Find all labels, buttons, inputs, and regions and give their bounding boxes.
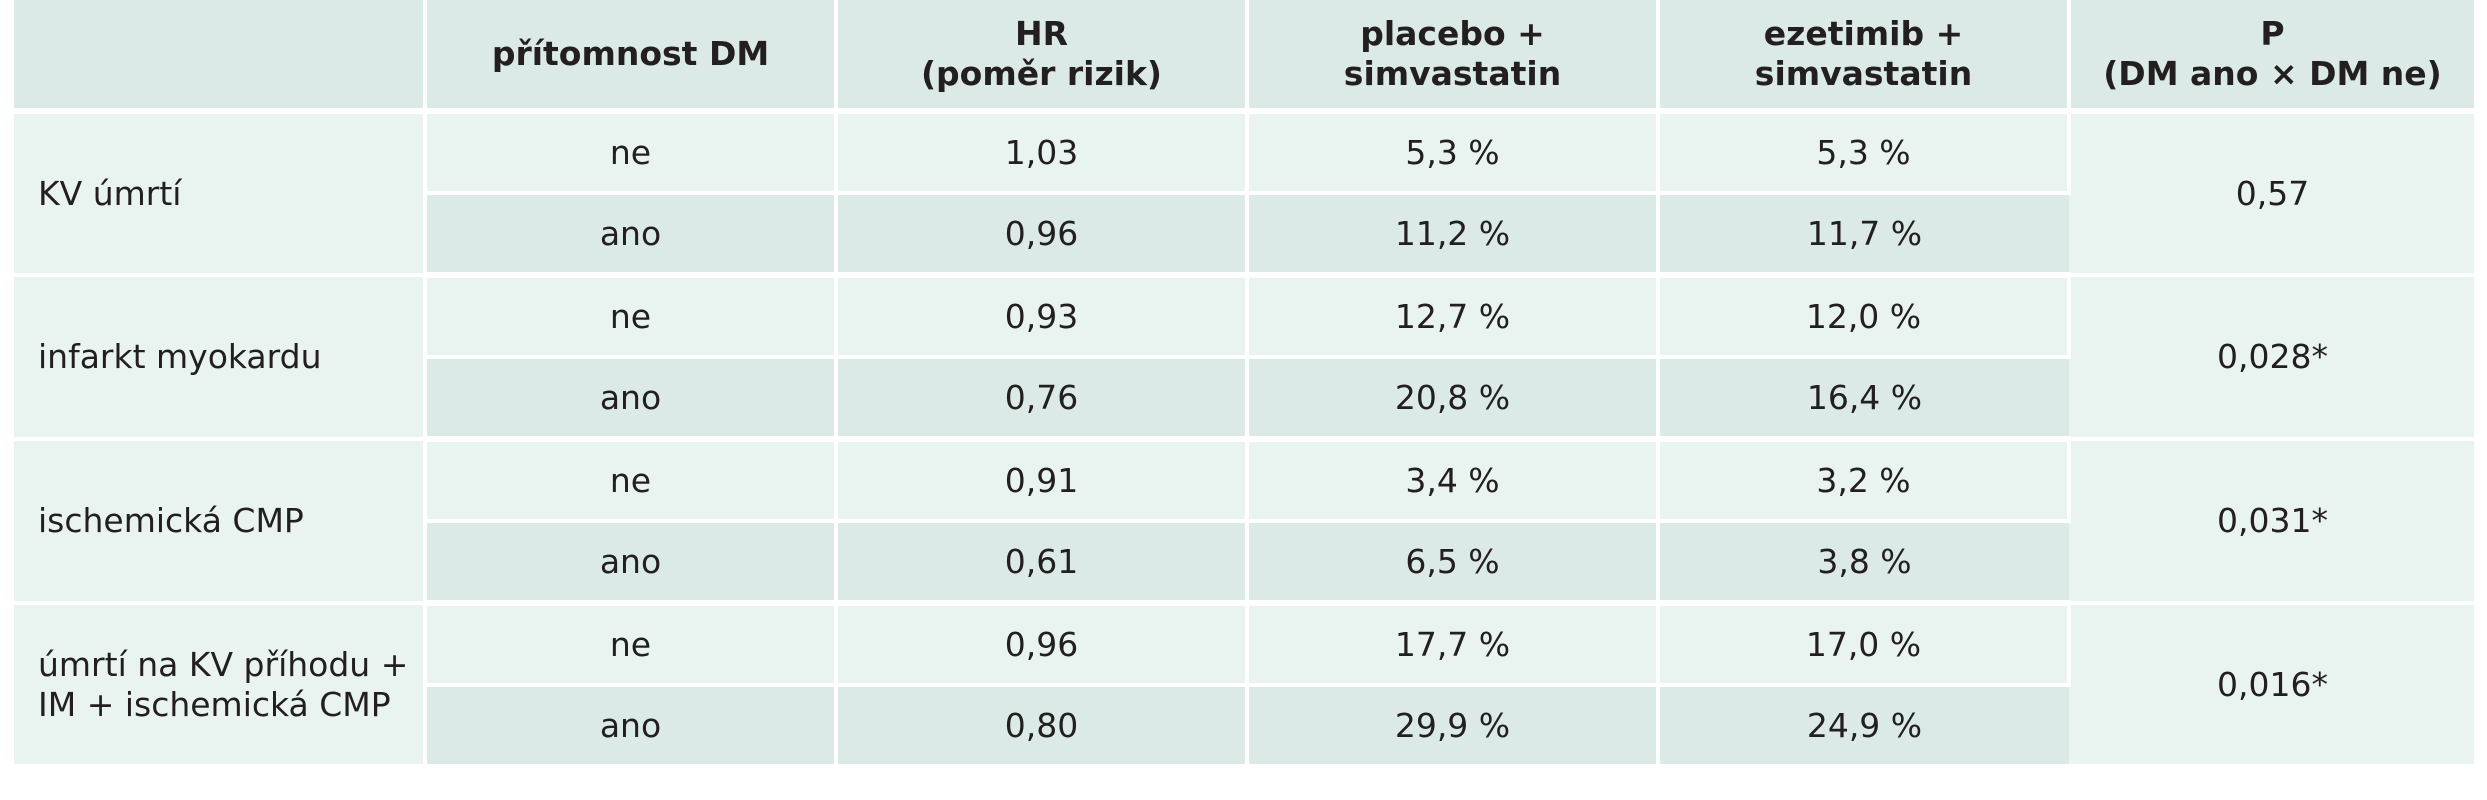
header-hr-line2: (poměr rizik) <box>920 54 1163 93</box>
hr-cell: 0,80 <box>836 685 1249 768</box>
hr-cell: 0,91 <box>836 439 1249 523</box>
header-placebo: placebo + simvastatin <box>1247 0 1660 114</box>
dm-cell: ano <box>425 193 838 278</box>
header-placebo-line2: simvastatin <box>1343 54 1562 93</box>
hr-cell: 1,03 <box>836 111 1249 195</box>
dm-cell: ano <box>425 357 838 442</box>
table-row: úmrtí na KV příhodu + IM + ischemická CM… <box>14 603 2474 768</box>
placebo-cell: 12,7 % <box>1247 275 1660 359</box>
ezetimib-cell: 3,8 % <box>1658 521 2069 606</box>
dm-cell: ano <box>425 685 838 768</box>
hr-cell: 0,61 <box>836 521 1249 606</box>
placebo-cell: 5,3 % <box>1247 111 1660 195</box>
header-ezetimib-line2: simvastatin <box>1754 54 1973 93</box>
placebo-cell: 20,8 % <box>1247 357 1660 442</box>
hr-cell: 0,96 <box>836 193 1249 278</box>
header-ezetimib: ezetimib + simvastatin <box>1658 0 2071 114</box>
placebo-cell: 11,2 % <box>1247 193 1660 278</box>
p-value-cell: 0,016* <box>2069 603 2474 768</box>
header-p-value: P (DM ano × DM ne) <box>2069 0 2474 114</box>
dm-cell: ne <box>425 275 838 359</box>
outcome-label: infarkt myokardu <box>14 275 427 441</box>
ezetimib-cell: 17,0 % <box>1658 603 2071 687</box>
table-row: ano 0,96 11,2 % 11,7 % <box>14 193 2474 278</box>
ezetimib-cell: 11,7 % <box>1658 193 2069 278</box>
ezetimib-cell: 16,4 % <box>1658 357 2069 442</box>
outcome-label: úmrtí na KV příhodu + IM + ischemická CM… <box>14 603 427 768</box>
header-row: přítomnost DM HR (poměr rizik) placebo +… <box>14 0 2474 114</box>
placebo-cell: 17,7 % <box>1247 603 1660 687</box>
dm-cell: ne <box>425 603 838 687</box>
header-dm-presence-line1: přítomnost DM <box>491 34 770 73</box>
table-row: ischemická CMP ne 0,91 3,4 % 3,2 % 0,031… <box>14 439 2474 605</box>
results-table-container: přítomnost DM HR (poměr rizik) placebo +… <box>14 0 2474 796</box>
header-ezetimib-line1: ezetimib + <box>1763 14 1964 53</box>
ezetimib-cell: 12,0 % <box>1658 275 2071 359</box>
dm-cell: ano <box>425 521 838 606</box>
p-value-cell: 0,57 <box>2069 111 2474 277</box>
results-table: přítomnost DM HR (poměr rizik) placebo +… <box>14 0 2474 768</box>
p-value-cell: 0,031* <box>2069 439 2474 605</box>
placebo-cell: 6,5 % <box>1247 521 1660 606</box>
table-row: ano 0,61 6,5 % 3,8 % <box>14 521 2474 606</box>
header-placebo-line1: placebo + <box>1360 14 1545 53</box>
dm-cell: ne <box>425 439 838 523</box>
dm-cell: ne <box>425 111 838 195</box>
table-row: infarkt myokardu ne 0,93 12,7 % 12,0 % 0… <box>14 275 2474 441</box>
header-empty <box>14 0 427 114</box>
p-value-cell: 0,028* <box>2069 275 2474 441</box>
hr-cell: 0,76 <box>836 357 1249 442</box>
hr-cell: 0,93 <box>836 275 1249 359</box>
outcome-label: KV úmrtí <box>14 111 427 277</box>
outcome-label: ischemická CMP <box>14 439 427 605</box>
placebo-cell: 3,4 % <box>1247 439 1660 523</box>
ezetimib-cell: 5,3 % <box>1658 111 2071 195</box>
table-row: KV úmrtí ne 1,03 5,3 % 5,3 % 0,57 <box>14 111 2474 277</box>
header-p-line1: P <box>2260 14 2285 53</box>
ezetimib-cell: 3,2 % <box>1658 439 2071 523</box>
hr-cell: 0,96 <box>836 603 1249 687</box>
header-p-line2: (DM ano × DM ne) <box>2103 54 2442 93</box>
table-row: ano 0,76 20,8 % 16,4 % <box>14 357 2474 442</box>
header-dm-presence: přítomnost DM <box>425 0 838 114</box>
table-row: ano 0,80 29,9 % 24,9 % <box>14 685 2474 768</box>
ezetimib-cell: 24,9 % <box>1658 685 2069 768</box>
header-hr-line1: HR <box>1014 14 1069 53</box>
placebo-cell: 29,9 % <box>1247 685 1660 768</box>
header-hr: HR (poměr rizik) <box>836 0 1249 114</box>
